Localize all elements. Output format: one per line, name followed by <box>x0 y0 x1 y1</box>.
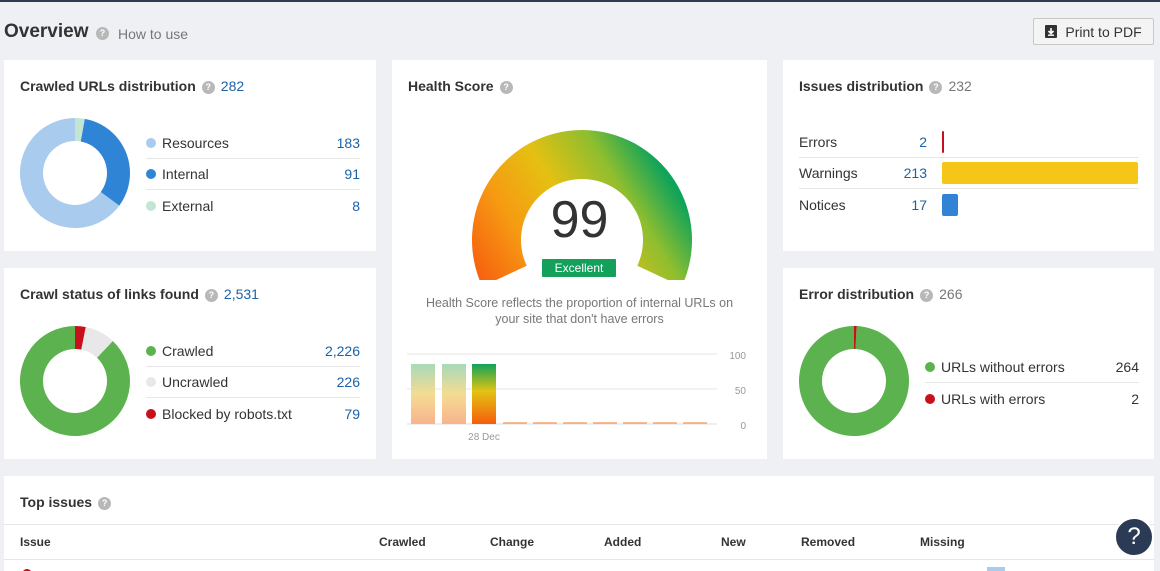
axis-label-50: 50 <box>735 386 747 397</box>
card-title: Issues distribution <box>799 78 924 94</box>
issue-row-notices[interactable]: Notices 17 <box>799 189 1139 220</box>
table-divider <box>4 559 1154 560</box>
crawled-urls-donut[interactable] <box>19 117 131 229</box>
legend-dot <box>925 362 935 372</box>
crawl-status-card: Crawl status of links found? 2,531 Crawle… <box>4 268 376 459</box>
error-status-icon <box>22 569 32 571</box>
crawled-urls-card: Crawled URLs distribution? 282 Resources 1… <box>4 60 376 251</box>
issue-row-warnings[interactable]: Warnings 213 <box>799 158 1139 189</box>
legend-item-resources[interactable]: Resources 183 <box>146 128 360 159</box>
print-to-pdf-label: Print to PDF <box>1065 23 1142 40</box>
axis-label-100: 100 <box>729 351 746 362</box>
sparkline <box>987 567 1005 571</box>
legend-item-internal[interactable]: Internal 91 <box>146 159 360 190</box>
help-icon[interactable]: ? <box>201 80 215 94</box>
card-total: 232 <box>948 78 972 94</box>
help-icon[interactable]: ? <box>96 27 109 40</box>
column-header-issue[interactable]: Issue <box>20 535 51 549</box>
page-title: Overview <box>4 21 89 42</box>
donut-slice-2[interactable] <box>75 326 86 350</box>
issues-distribution-card: Issues distribution? 232 Errors 2 Warnings… <box>783 60 1154 251</box>
legend-dot <box>146 408 156 419</box>
help-icon[interactable]: ? <box>204 288 218 302</box>
card-total[interactable]: 282 <box>220 78 245 94</box>
donut-slice-0[interactable] <box>799 326 909 436</box>
legend-item-urls-without-errors[interactable]: URLs without errors 264 <box>925 352 1139 383</box>
legend-dot <box>146 346 156 356</box>
history-bar[interactable] <box>411 364 435 424</box>
print-to-pdf-button[interactable]: Print to PDF <box>1033 18 1154 45</box>
card-title: Error distribution <box>799 286 915 302</box>
error-distribution-card: Error distribution? 266 URLs without erro… <box>783 268 1154 459</box>
card-title: Top issues <box>20 494 93 510</box>
legend-dot <box>146 377 156 387</box>
gauge-arc <box>472 130 692 280</box>
card-title: Crawl status of links found <box>20 286 199 302</box>
health-history-chart: 100 50 0 28 Dec <box>407 351 747 443</box>
card-total[interactable]: 2,531 <box>223 286 259 302</box>
donut-slice-1[interactable] <box>80 118 130 206</box>
issue-row-errors[interactable]: Errors 2 <box>799 127 1139 158</box>
health-gauge <box>472 130 692 280</box>
axis-label-0: 0 <box>740 421 746 432</box>
health-status-badge: Excellent <box>542 259 616 277</box>
help-icon[interactable]: ? <box>98 496 112 510</box>
table-divider <box>4 524 1154 525</box>
history-bar[interactable] <box>472 364 496 424</box>
history-bar[interactable] <box>442 364 466 424</box>
legend-dot <box>925 393 935 404</box>
column-header-change[interactable]: Change <box>490 535 535 549</box>
column-header-crawled[interactable]: Crawled <box>379 535 426 549</box>
error-distribution-legend: URLs without errors 264 URLs with errors 2 <box>925 352 1139 414</box>
donut-slice-1[interactable] <box>854 326 857 350</box>
top-issues-card: Top issues? Issue Crawled Change Added N… <box>4 476 1154 571</box>
donut-slice-2[interactable] <box>75 118 85 142</box>
crawl-status-legend: Crawled 2,226 Uncrawled 226 Blocked by rob… <box>146 336 360 429</box>
issue-bar <box>942 162 1138 184</box>
download-icon <box>1045 25 1058 38</box>
crawl-status-donut[interactable] <box>19 325 131 437</box>
how-to-use-link[interactable]: How to use <box>118 26 189 42</box>
donut-slice-1[interactable] <box>81 327 113 358</box>
legend-dot <box>146 138 156 148</box>
date-label: 28 Dec <box>468 432 500 443</box>
legend-item-urls-with-errors[interactable]: URLs with errors 2 <box>925 383 1139 414</box>
legend-dot <box>146 169 156 179</box>
help-icon[interactable]: ? <box>499 80 513 94</box>
donut-slice-0[interactable] <box>19 118 120 228</box>
help-icon[interactable]: ? <box>920 288 934 302</box>
legend-item-crawled[interactable]: Crawled 2,226 <box>146 336 360 367</box>
column-header-added[interactable]: Added <box>604 535 642 549</box>
issue-bar <box>942 193 958 216</box>
legend-item-uncrawled[interactable]: Uncrawled 226 <box>146 367 360 398</box>
error-distribution-donut[interactable] <box>798 325 910 437</box>
health-score-value: 99 <box>550 191 609 249</box>
legend-dot <box>146 200 156 211</box>
health-description: Health Score reflects the proportion of … <box>425 296 734 326</box>
crawled-urls-legend: Resources 183 Internal 91 External 8 <box>146 128 360 221</box>
help-icon[interactable]: ? <box>929 80 943 94</box>
card-total: 266 <box>939 286 963 302</box>
help-chat-button[interactable]: ? <box>1114 517 1154 557</box>
health-score-card: Health Score? 99 Excellent Health Score … <box>392 60 767 459</box>
donut-slice-0[interactable] <box>20 326 130 436</box>
issue-bar <box>942 131 944 153</box>
column-header-removed[interactable]: Removed <box>801 535 856 549</box>
column-header-new[interactable]: New <box>721 535 746 549</box>
card-title: Crawled URLs distribution <box>20 78 196 94</box>
legend-item-blocked[interactable]: Blocked by robots.txt 79 <box>146 398 360 429</box>
column-header-missing[interactable]: Missing <box>920 535 965 549</box>
legend-item-external[interactable]: External 8 <box>146 190 360 221</box>
card-title: Health Score <box>408 78 494 94</box>
